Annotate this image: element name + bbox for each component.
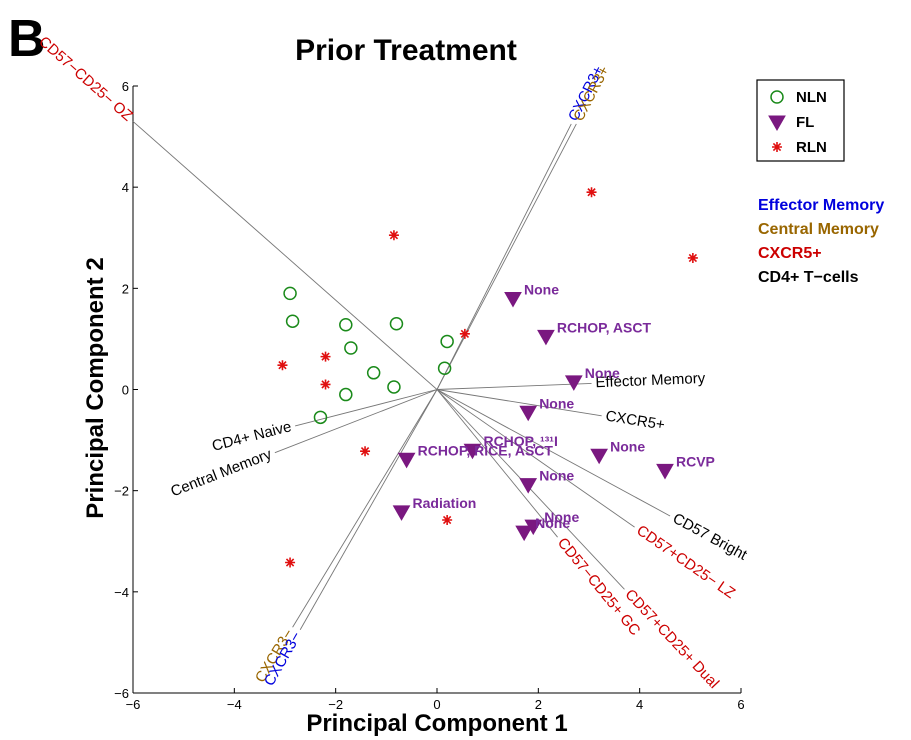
nln-point: [339, 387, 353, 402]
point-annotation: None: [535, 515, 570, 531]
rln-point: [388, 230, 399, 241]
nln-point: [440, 334, 454, 349]
loading-vector: [274, 389, 438, 454]
rln-point: [277, 360, 288, 371]
loading-vector: [436, 123, 577, 390]
y-axis-label: Principal Component 2: [82, 257, 109, 518]
fl-point: [392, 505, 411, 521]
y-tick-label: 6: [122, 79, 129, 94]
point-annotation: None: [610, 438, 645, 454]
y-tick-label: 2: [122, 281, 129, 296]
x-tick-label: 4: [636, 697, 643, 712]
x-axis-label: Principal Component 1: [306, 710, 567, 737]
loading-vector: [436, 382, 592, 390]
loading-vector: [436, 389, 635, 528]
point-annotation: RCHOP, RICE, ASCT: [418, 442, 554, 458]
y-tick-label: −6: [114, 686, 129, 701]
fl-point: [537, 329, 555, 346]
y-tick-label: −2: [114, 484, 129, 499]
x-tick-label: 2: [535, 697, 542, 712]
fl-point: [504, 291, 522, 308]
x-tick-label: 6: [737, 697, 744, 712]
loading-label: CD57+CD25+ Dual: [621, 586, 722, 692]
nln-point: [437, 361, 452, 376]
x-tick-label: 0: [433, 697, 440, 712]
loading-vector: [299, 389, 438, 630]
fl-point: [397, 452, 416, 469]
fl-point: [590, 448, 608, 465]
panel-letter: B: [8, 10, 46, 68]
nln-point: [344, 341, 358, 355]
x-tick-label: −2: [328, 697, 343, 712]
y-tick-label: 0: [122, 383, 129, 398]
loading-label: CD4+ Naive: [210, 418, 293, 455]
nln-point: [285, 314, 300, 328]
rln-point: [687, 252, 698, 263]
point-annotation: RCHOP, ¹³¹I: [483, 433, 557, 449]
legend-rln-label: RLN: [796, 139, 827, 156]
category-legend-label: CD4+ T−cells: [758, 269, 859, 286]
rln-point: [320, 379, 331, 390]
legend-nln-marker: [770, 90, 784, 104]
point-annotation: None: [539, 395, 574, 411]
nln-point: [389, 316, 404, 331]
fl-point: [515, 525, 534, 542]
category-legend-label: CXCR5+: [758, 245, 822, 262]
nln-point: [366, 366, 381, 380]
legend-rln-marker: [772, 142, 782, 152]
x-tick-label: −4: [227, 697, 242, 712]
loading-vector: [436, 389, 558, 538]
rln-point: [459, 328, 470, 339]
nln-point: [313, 410, 328, 425]
fl-point: [519, 405, 538, 422]
point-annotation: RCVP: [676, 453, 715, 469]
nln-point: [283, 286, 297, 301]
loading-vector: [436, 389, 625, 590]
y-tick-label: 4: [122, 180, 129, 195]
point-annotation: RCHOP, ASCT: [557, 319, 652, 335]
series-legend: NLN FL RLN: [756, 79, 845, 162]
category-legend-label: Effector Memory: [758, 197, 884, 214]
rln-point: [320, 351, 331, 362]
loading-label: Central Memory: [168, 446, 274, 501]
fl-point: [656, 463, 674, 480]
loading-vector: [295, 389, 438, 427]
loading-vector: [132, 121, 438, 390]
fl-point: [463, 443, 482, 460]
fl-point: [564, 375, 583, 391]
loading-label: Effector Memory: [595, 370, 706, 391]
point-annotation: None: [544, 509, 579, 525]
legend-fl-marker: [768, 115, 786, 132]
x-tick-label: −6: [126, 697, 141, 712]
fl-point: [519, 478, 538, 494]
nln-point: [339, 318, 353, 332]
rln-point: [285, 557, 296, 568]
point-annotation: Radiation: [413, 495, 477, 511]
loading-vector: [436, 389, 671, 517]
loading-label: CXCR5+: [604, 408, 666, 434]
category-legend-label: Central Memory: [758, 221, 879, 238]
loading-vector: [436, 389, 602, 417]
loading-vector: [292, 389, 438, 628]
point-annotation: None: [585, 365, 620, 381]
point-annotation: None: [539, 468, 574, 484]
legend-fl-label: FL: [796, 114, 814, 131]
loading-label: CD57−CD25+ GC: [554, 535, 644, 640]
rln-point: [442, 515, 453, 526]
rln-point: [360, 446, 371, 457]
legend-nln-label: NLN: [796, 89, 827, 106]
y-tick-label: −4: [114, 585, 129, 600]
loading-vector: [436, 123, 572, 390]
nln-point: [387, 380, 401, 394]
chart-title: Prior Treatment: [295, 34, 517, 67]
rln-point: [586, 187, 597, 198]
point-annotation: None: [524, 281, 559, 297]
